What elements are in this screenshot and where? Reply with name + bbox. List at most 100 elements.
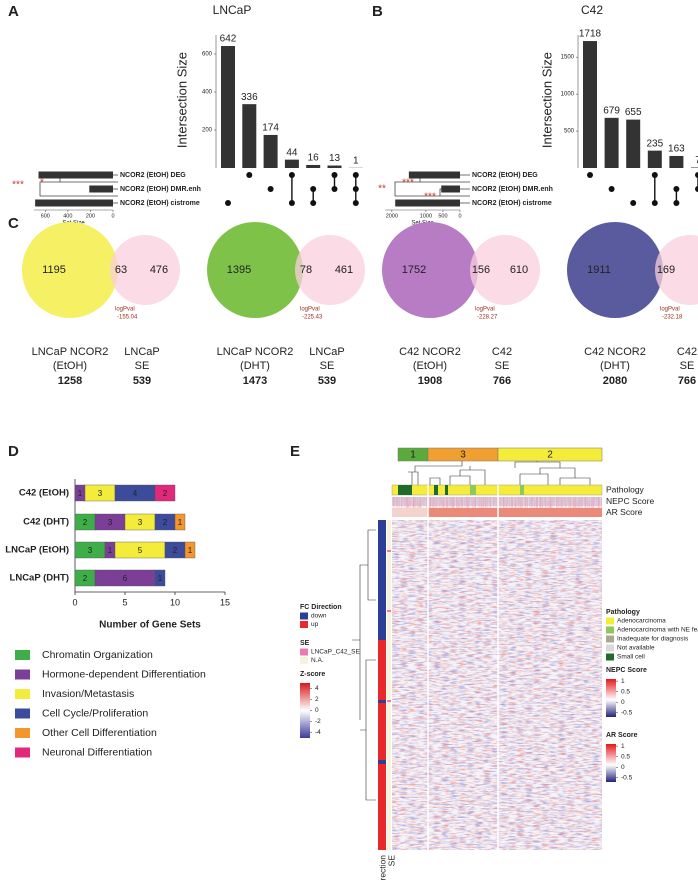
bar-value-label: 7 xyxy=(695,155,698,166)
panel-label: A xyxy=(8,3,19,20)
set-size-bar xyxy=(35,199,113,207)
x-tick-label: 15 xyxy=(220,597,230,607)
venn-count: 1195 xyxy=(42,264,66,276)
set-total: 539 xyxy=(133,375,151,387)
color-scale-tick-label: 0 xyxy=(621,764,625,771)
heatmap xyxy=(352,455,603,850)
category-label: C42 (DHT) xyxy=(23,517,69,528)
nepc-row xyxy=(392,497,602,506)
bar xyxy=(669,155,684,168)
venn-count: 476 xyxy=(150,264,168,276)
pathology-row xyxy=(520,485,524,495)
set-size-tick-label: 200 xyxy=(86,213,95,219)
set-size-bar xyxy=(89,185,113,193)
bar-value-label: 336 xyxy=(241,92,258,103)
bar xyxy=(647,150,662,168)
legend-swatch xyxy=(15,689,30,699)
se-column xyxy=(387,520,391,850)
panel-label: C xyxy=(8,215,19,232)
set-name: (DHT) xyxy=(600,360,630,372)
color-scale-tick-label: 2 xyxy=(315,696,319,703)
segment-label: 3 xyxy=(108,518,113,527)
x-tick-label: 10 xyxy=(170,597,180,607)
panel-label: B xyxy=(372,3,383,20)
set-name: SE xyxy=(135,360,150,372)
bar xyxy=(626,119,641,168)
pathology-row xyxy=(470,485,476,495)
bar-value-label: 1718 xyxy=(579,29,602,40)
legend-label: LNCaP_C42_SE xyxy=(311,649,360,656)
legend-title: FC Direction xyxy=(300,604,342,611)
venn-circle xyxy=(110,235,180,305)
venn-circle xyxy=(655,235,698,305)
legend-swatch xyxy=(606,626,614,634)
set-total: 2080 xyxy=(603,375,627,387)
set-name: C42 xyxy=(677,346,697,358)
legend-swatch xyxy=(300,612,308,620)
set-name: LNCaP NCOR2 xyxy=(32,346,109,358)
set-size-bar xyxy=(441,185,460,193)
panel-label: D xyxy=(8,443,19,460)
legend-label: Adenocarcinoma with NE features xyxy=(617,627,698,634)
bar-segment xyxy=(154,569,166,587)
segment-label: 2 xyxy=(83,574,88,583)
pathology-row xyxy=(391,484,603,496)
venn-circle xyxy=(22,222,118,318)
legend-label: Cell Cycle/Proliferation xyxy=(42,707,148,719)
annotation-row-label: NEPC Score xyxy=(606,496,654,506)
venn-circle xyxy=(207,222,303,318)
pvalue-value: -232.18 xyxy=(662,315,683,321)
membership-dot xyxy=(673,186,680,192)
segment-label: 2 xyxy=(163,518,168,527)
color-scale-tick-label: 1 xyxy=(621,678,625,685)
se-column xyxy=(387,550,391,552)
venn-count: 63 xyxy=(115,264,127,276)
category-label: LNCaP (DHT) xyxy=(10,573,69,584)
venn-count: 1395 xyxy=(227,264,251,276)
legend-swatch xyxy=(606,617,614,625)
significance-mark: *** xyxy=(424,192,436,203)
pvalue-label: logPval xyxy=(115,307,135,313)
bar-segment xyxy=(184,541,196,559)
bar xyxy=(306,164,321,168)
membership-dot xyxy=(587,172,593,178)
legend-label: Not available xyxy=(617,645,655,652)
set-total: 1908 xyxy=(418,375,442,387)
bar-value-label: 174 xyxy=(262,123,279,134)
legend-label: Inadequate for diagnosis xyxy=(617,636,689,643)
color-scale-tick-label: 1 xyxy=(621,743,625,750)
membership-dot xyxy=(288,200,295,206)
bar xyxy=(263,134,278,168)
membership-dot xyxy=(608,186,615,192)
venn-count: 461 xyxy=(335,264,353,276)
fc-column xyxy=(378,760,386,764)
set-total: 1258 xyxy=(58,375,82,387)
bar xyxy=(691,167,698,168)
fc-column xyxy=(378,640,386,850)
legend-label: Neuronal Differentiation xyxy=(42,746,152,758)
cluster-label: 2 xyxy=(547,450,553,461)
y-tick-label: 400 xyxy=(202,90,213,96)
legend-swatch xyxy=(300,657,308,664)
legend-swatch xyxy=(15,728,30,738)
panel-label: E xyxy=(290,443,300,460)
cluster-box xyxy=(497,447,603,462)
heatmap-body xyxy=(392,520,602,850)
legend-title: SE xyxy=(300,640,310,647)
category-label: LNCaP (EtOH) xyxy=(5,545,69,556)
color-scale xyxy=(606,744,616,782)
legend-swatch xyxy=(606,644,614,652)
segment-label: 1 xyxy=(188,546,193,555)
y-tick-label: 200 xyxy=(202,128,213,134)
segment-label: 1 xyxy=(108,546,113,555)
legend-title: AR Score xyxy=(606,732,638,739)
membership-dot xyxy=(246,172,253,178)
column-label: FC Direction xyxy=(377,855,387,881)
bar xyxy=(221,46,235,168)
segment-label: 3 xyxy=(98,489,103,498)
x-tick-label: 0 xyxy=(72,597,77,607)
legend-label: down xyxy=(311,613,327,620)
segment-label: 4 xyxy=(133,489,138,498)
